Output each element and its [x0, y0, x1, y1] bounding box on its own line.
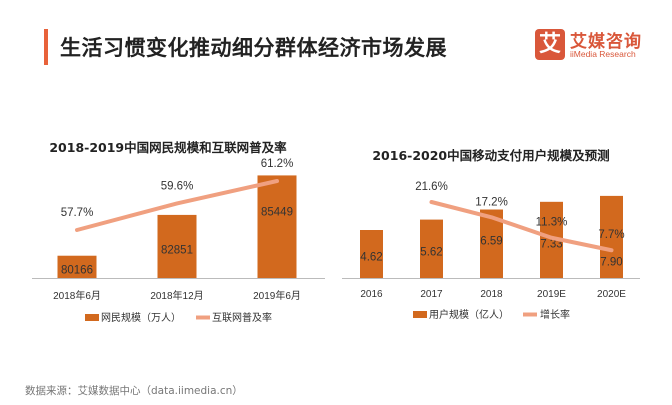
legend-swatch-bar	[85, 314, 99, 321]
data-source-note: 数据来源：艾媒数据中心（data.iimedia.cn）	[25, 385, 243, 397]
chart-title: 2018-2019中国网民规模和互联网普及率	[49, 140, 287, 155]
bar	[57, 255, 97, 278]
legend: 用户规模（亿人） 增长率	[413, 308, 570, 321]
bar	[420, 219, 443, 278]
bar	[257, 175, 297, 278]
bar-value-label: 4.62	[360, 251, 382, 263]
bar-value-label: 82851	[161, 245, 193, 257]
line-value-label: 21.6%	[415, 181, 448, 193]
logo-name-en: iiMedia Research	[570, 49, 636, 59]
page-title: 生活习惯变化推动细分群体经济市场发展	[60, 36, 447, 60]
logo-name-cn: 艾媒咨询	[570, 32, 642, 52]
chart-internet-users: 2018-2019中国网民规模和互联网普及率 80166 82851 85449 5…	[32, 140, 325, 324]
logo-mark-icon: 艾	[535, 29, 565, 60]
bar	[480, 209, 503, 278]
bar	[360, 230, 383, 278]
bar	[157, 214, 197, 278]
bar-value-label: 85449	[261, 206, 293, 218]
x-tick-label: 2019E	[537, 289, 566, 300]
line-value-label: 57.7%	[61, 207, 94, 219]
x-tick-label: 2017	[420, 289, 443, 300]
chart-title: 2016-2020中国移动支付用户规模及预测	[372, 148, 609, 163]
legend-label: 增长率	[540, 308, 570, 321]
line-series	[429, 200, 614, 253]
title-accent-bar	[44, 29, 48, 65]
bar	[600, 195, 623, 278]
x-tick-label: 2018	[480, 289, 503, 300]
legend-swatch-bar	[413, 311, 427, 318]
line-value-label: 59.6%	[161, 180, 194, 192]
line-value-label: 7.7%	[598, 229, 624, 241]
line-value-label: 11.3%	[536, 217, 568, 229]
x-tick-label: 2018年12月	[150, 289, 203, 302]
x-tick-label: 2019年6月	[253, 289, 301, 302]
line-value-label: 61.2%	[261, 158, 294, 170]
iimedia-logo: 艾 艾媒咨询 iiMedia Research	[535, 29, 660, 61]
x-tick-label: 2020E	[597, 289, 626, 300]
line-value-label: 17.2%	[475, 196, 508, 208]
chart-mobile-payment: 2016-2020中国移动支付用户规模及预测 4.62 5.62 6.59 7.33 7…	[342, 148, 640, 321]
bar-value-label: 5.62	[420, 247, 442, 259]
legend-label: 网民规模（万人）	[101, 311, 181, 324]
line-series	[75, 179, 279, 232]
bar-value-label: 80166	[61, 265, 93, 277]
legend: 网民规模（万人） 互联网普及率	[85, 311, 272, 324]
bar-value-label: 7.90	[600, 257, 622, 269]
legend-label: 互联网普及率	[212, 311, 272, 324]
bar	[540, 201, 563, 278]
x-tick-label: 2018年6月	[53, 289, 101, 302]
bar-value-label: 6.59	[480, 235, 502, 247]
legend-label: 用户规模（亿人）	[429, 308, 509, 321]
bar-value-label: 7.33	[540, 239, 562, 251]
x-tick-label: 2016	[360, 289, 383, 300]
